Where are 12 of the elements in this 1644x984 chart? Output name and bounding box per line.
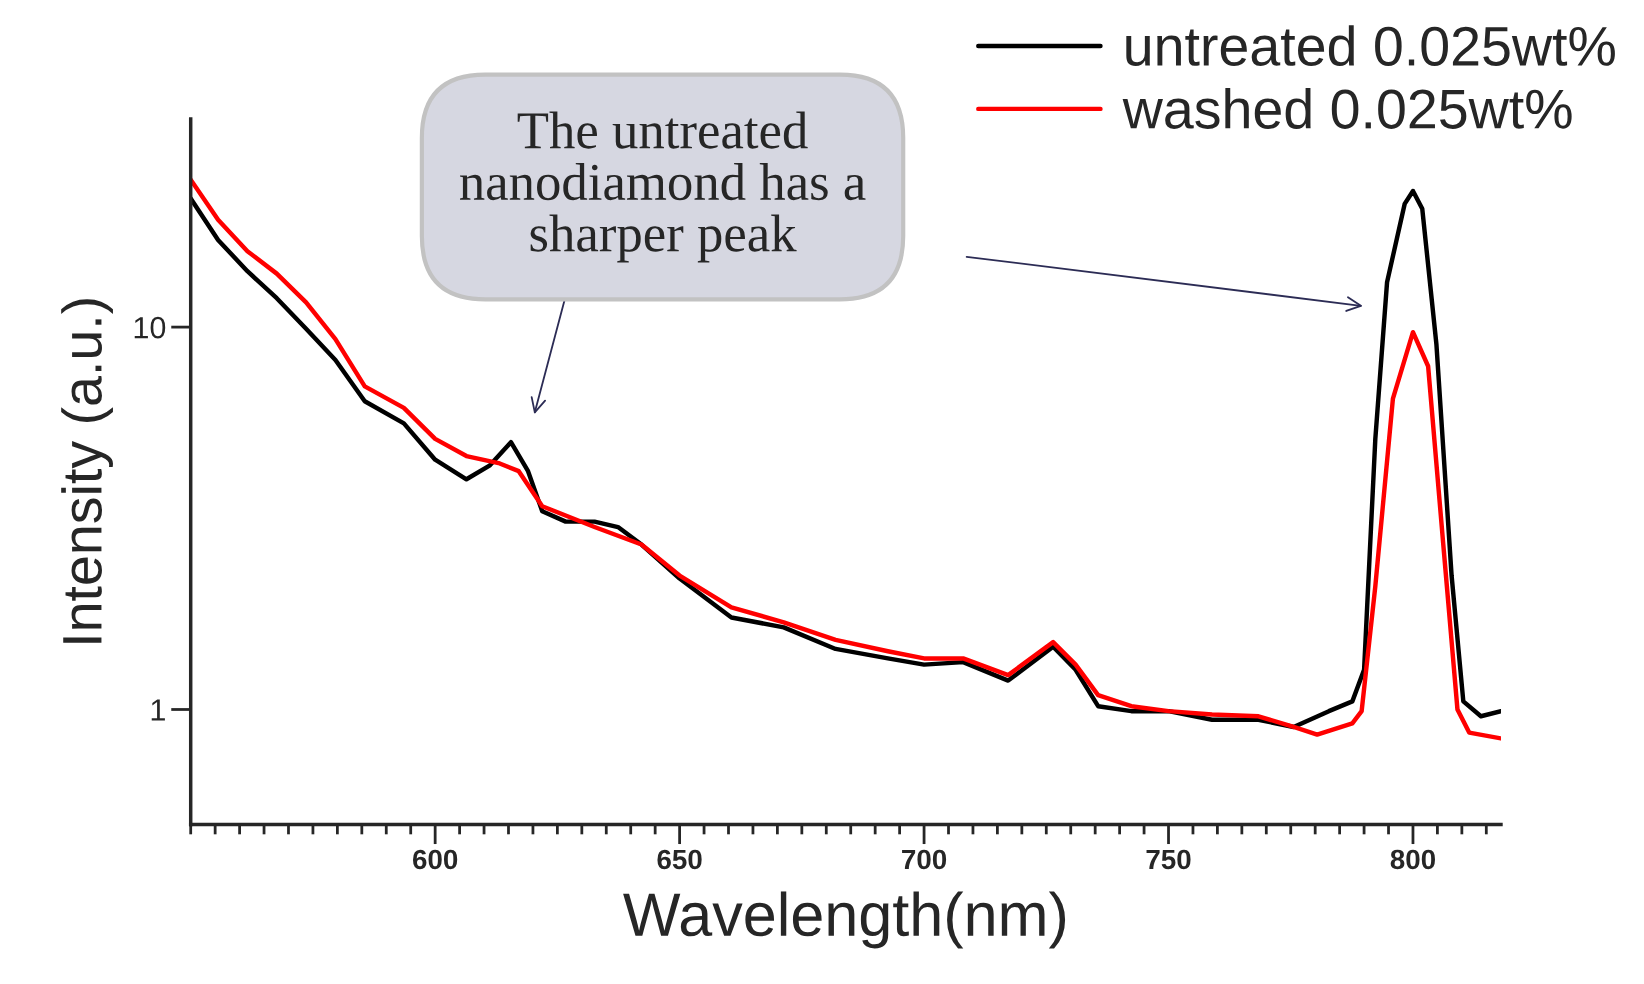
x-axis-title: Wavelength(nm) bbox=[623, 891, 1066, 949]
annotation: The untreated nanodiamond has a sharper peak bbox=[460, 111, 866, 263]
legend-label: washed 0.025wt% bbox=[1122, 88, 1572, 129]
x-tick-label: 650 bbox=[657, 849, 702, 870]
y-tick-label: 1 bbox=[151, 699, 165, 721]
y-tick-label: 10 bbox=[134, 316, 166, 339]
x-tick-label: 750 bbox=[1146, 849, 1191, 870]
legend-label: untreated 0.025wt% bbox=[1126, 25, 1615, 66]
x-tick-label: 800 bbox=[1390, 849, 1436, 870]
y-axis-title: Intensity (a.u.) bbox=[61, 299, 113, 643]
x-tick-label: 600 bbox=[413, 849, 458, 870]
x-tick-label: 700 bbox=[902, 849, 947, 870]
